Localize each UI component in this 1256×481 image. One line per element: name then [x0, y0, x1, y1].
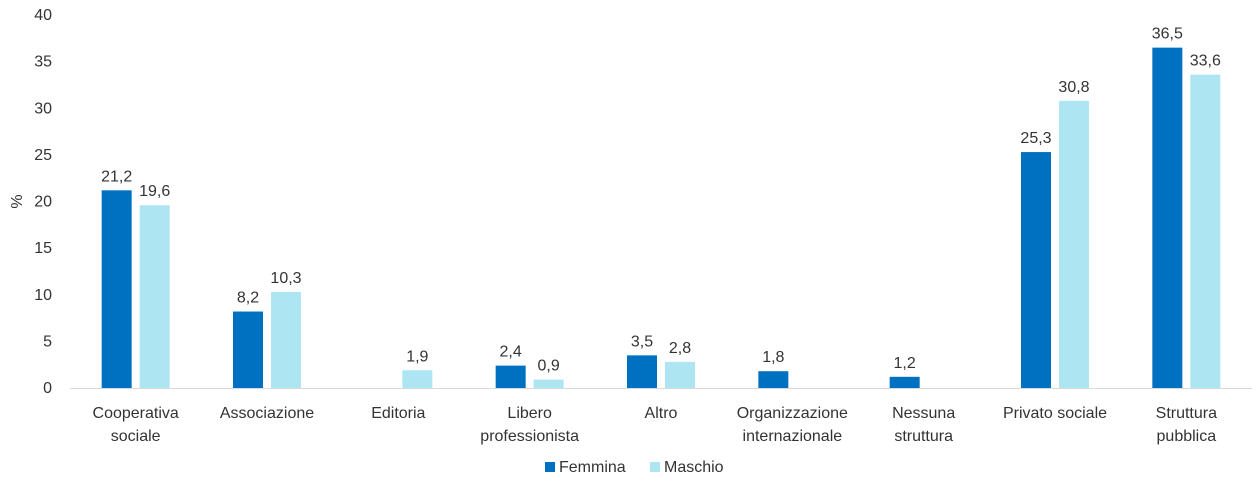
- data-label: 3,5: [631, 333, 653, 350]
- legend: Femmina Maschio: [545, 459, 724, 476]
- data-label: 10,3: [270, 270, 301, 287]
- bar-femmina: [1152, 47, 1183, 388]
- x-category-label: Struttura: [1156, 405, 1217, 422]
- x-category-label: struttura: [894, 428, 953, 445]
- y-tick-label: 5: [43, 333, 52, 350]
- bars: [101, 47, 1221, 389]
- data-label: 1,2: [894, 355, 916, 372]
- y-tick-label: 35: [34, 54, 52, 71]
- x-category-label: Organizzazione: [737, 405, 848, 422]
- y-tick-label: 25: [34, 147, 52, 164]
- bar-femmina: [1021, 152, 1051, 388]
- y-tick-label: 40: [34, 7, 52, 24]
- bar-femmina: [889, 376, 920, 388]
- x-category-label: internazionale: [743, 428, 843, 445]
- x-category-label: Editoria: [371, 405, 425, 422]
- data-labels: 21,2 19,6 8,2 10,3 1,9 2,4 0,9 3,5 2,8 1,8 1,2 25,3…: [101, 26, 1221, 375]
- bar-maschio: [271, 291, 301, 388]
- bar-femmina: [101, 190, 132, 388]
- data-label: 2,4: [500, 344, 522, 361]
- x-category-label: Altro: [645, 405, 678, 422]
- bar-maschio: [533, 379, 564, 388]
- bar-femmina: [233, 311, 263, 388]
- legend-label-femmina: Femmina: [559, 459, 626, 476]
- x-category-label: pubblica: [1157, 428, 1217, 445]
- data-label: 36,5: [1152, 26, 1183, 43]
- bar-femmina: [758, 371, 789, 388]
- x-category-label: Nessuna: [892, 405, 955, 422]
- bar-maschio: [402, 370, 433, 388]
- x-category-label: Associazione: [220, 405, 314, 422]
- x-category-label: Privato sociale: [1003, 405, 1107, 422]
- bar-maschio: [1059, 100, 1089, 388]
- bar-maschio: [139, 205, 170, 388]
- data-label: 1,8: [762, 349, 784, 366]
- legend-swatch-femmina: [545, 462, 555, 472]
- x-category-label: professionista: [480, 428, 579, 445]
- bar-maschio: [665, 361, 695, 388]
- data-label: 25,3: [1020, 130, 1051, 147]
- bar-femmina: [627, 355, 657, 388]
- y-axis-title: %: [9, 194, 26, 208]
- legend-swatch-maschio: [650, 462, 660, 472]
- bar-femmina: [495, 365, 526, 388]
- data-label: 30,8: [1058, 79, 1089, 96]
- y-tick-label: 15: [34, 240, 52, 257]
- data-label: 1,9: [406, 348, 428, 365]
- y-tick-label: 20: [34, 194, 52, 211]
- x-category-label: Libero: [507, 405, 552, 422]
- y-tick-label: 30: [34, 100, 52, 117]
- y-tick-label: 10: [34, 287, 52, 304]
- y-tick-label: 0: [43, 380, 52, 397]
- x-category-label: sociale: [111, 428, 161, 445]
- data-label: 0,9: [538, 358, 560, 375]
- data-label: 33,6: [1190, 53, 1221, 70]
- x-category-label: Cooperativa: [93, 405, 179, 422]
- category-labels: Cooperativa sociale Associazione Editoria Li…: [93, 405, 1218, 445]
- y-axis: 0 5 10 15 20 25 30 35 40: [34, 7, 52, 397]
- data-label: 21,2: [101, 168, 132, 185]
- legend-label-maschio: Maschio: [664, 459, 724, 476]
- data-label: 19,6: [139, 183, 170, 200]
- data-label: 2,8: [669, 340, 691, 357]
- data-label: 8,2: [237, 290, 259, 307]
- bar-maschio: [1190, 74, 1221, 389]
